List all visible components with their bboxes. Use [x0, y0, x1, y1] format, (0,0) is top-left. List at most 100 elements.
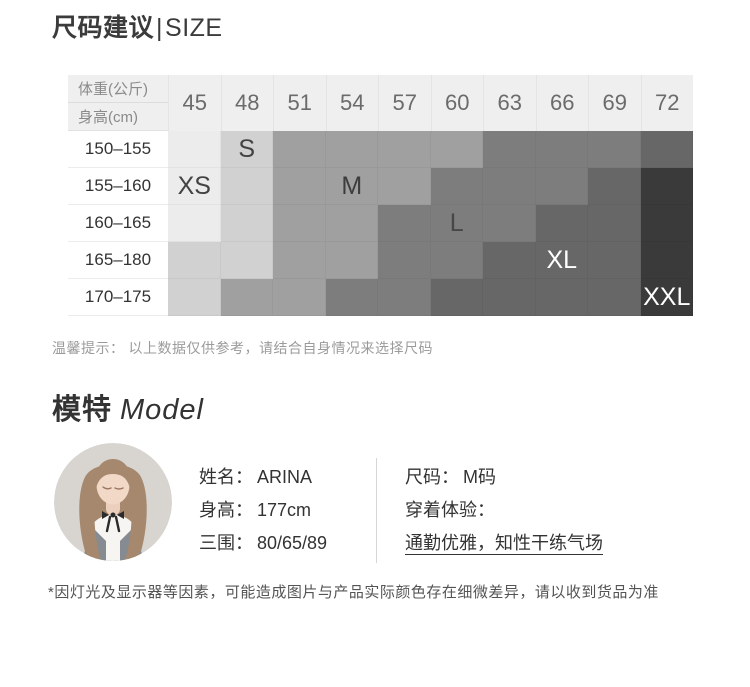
model-measurements-label: 三围：	[199, 533, 253, 553]
size-cell: L	[430, 205, 483, 242]
model-name-value: ARINA	[257, 467, 313, 487]
size-cell: M	[325, 168, 378, 205]
size-cell	[640, 131, 693, 168]
model-size-value: M码	[463, 467, 496, 487]
model-title-en: Model	[120, 394, 205, 426]
size-cell	[483, 168, 536, 205]
color-disclaimer: *因灯光及显示器等因素，可能造成图片与产品实际颜色存在细微差异，请以收到货品为准	[48, 584, 659, 601]
size-cell	[640, 242, 693, 279]
size-cell	[168, 205, 221, 242]
weight-column-header: 48	[220, 75, 273, 131]
info-divider	[376, 458, 377, 563]
size-cell	[273, 242, 326, 279]
size-tip-label: 温馨提示：	[52, 340, 125, 356]
size-section-title: 尺码建议|SIZE	[52, 8, 223, 44]
size-cell	[483, 131, 536, 168]
size-cell	[273, 168, 326, 205]
size-tip-text: 以上数据仅供参考，请结合自身情况来选择尺码	[128, 340, 433, 356]
size-cell	[430, 279, 483, 316]
size-cell	[483, 242, 536, 279]
model-measurements-value: 80/65/89	[257, 533, 328, 553]
size-cell	[378, 168, 431, 205]
size-cell	[378, 131, 431, 168]
height-row-label: 165–180	[68, 242, 168, 279]
size-cell	[640, 168, 693, 205]
model-size-label: 尺码：	[405, 467, 459, 487]
model-height-value: 177cm	[257, 500, 312, 520]
model-measurements-line: 三围： 80/65/89	[199, 527, 327, 560]
size-cell	[168, 242, 221, 279]
model-title-cn: 模特	[52, 394, 113, 426]
model-name-line: 姓名： ARINA	[199, 461, 327, 494]
size-cell	[325, 279, 378, 316]
size-cell	[535, 279, 588, 316]
size-cell	[378, 279, 431, 316]
size-cell	[430, 131, 483, 168]
size-cell	[273, 279, 326, 316]
size-cell	[588, 131, 641, 168]
size-cell	[535, 205, 588, 242]
height-row-label: 160–165	[68, 205, 168, 242]
size-cell	[220, 279, 273, 316]
weight-column-header: 69	[588, 75, 641, 131]
size-cell: S	[220, 131, 273, 168]
model-info-fit: 尺码： M码 穿着体验： 通勤优雅，知性干练气场	[405, 461, 603, 560]
size-cell	[378, 242, 431, 279]
model-name-label: 姓名：	[199, 467, 253, 487]
model-photo-illustration	[54, 443, 172, 561]
model-info-basic: 姓名： ARINA 身高： 177cm 三围： 80/65/89	[199, 461, 327, 560]
model-height-line: 身高： 177cm	[199, 494, 327, 527]
model-section-title: 模特 Model	[52, 386, 204, 428]
size-cell	[640, 205, 693, 242]
size-cell	[378, 205, 431, 242]
size-cell	[325, 242, 378, 279]
size-cell	[168, 279, 221, 316]
wear-experience-label: 穿着体验：	[405, 500, 495, 520]
weight-column-header: 45	[168, 75, 221, 131]
corner-height-label: 身高(cm)	[78, 109, 138, 126]
height-row-label: 150–155	[68, 131, 168, 168]
size-cell	[430, 242, 483, 279]
table-corner-cell: 体重(公斤) 身高(cm)	[68, 75, 168, 131]
size-cell	[588, 242, 641, 279]
weight-column-header: 66	[535, 75, 588, 131]
weight-column-header: 60	[430, 75, 483, 131]
size-cell	[588, 168, 641, 205]
size-cell	[220, 205, 273, 242]
weight-column-header: 54	[325, 75, 378, 131]
size-cell	[588, 205, 641, 242]
height-row-label: 170–175	[68, 279, 168, 316]
size-cell	[430, 168, 483, 205]
size-title-cn: 尺码建议	[52, 14, 155, 42]
size-cell: XXL	[640, 279, 693, 316]
size-tip: 温馨提示： 以上数据仅供参考，请结合自身情况来选择尺码	[52, 338, 433, 358]
height-row-label: 155–160	[68, 168, 168, 205]
size-chart-table: 体重(公斤) 身高(cm) 45 48 51 54 57 60 63 66 69 72 150–155 S…	[68, 75, 693, 316]
size-cell: XS	[168, 168, 221, 205]
model-size-line: 尺码： M码	[405, 461, 603, 494]
size-cell	[325, 205, 378, 242]
size-cell	[273, 131, 326, 168]
size-cell	[168, 131, 221, 168]
size-cell	[325, 131, 378, 168]
weight-column-header: 57	[378, 75, 431, 131]
size-cell	[273, 205, 326, 242]
size-cell	[483, 205, 536, 242]
weight-column-header: 51	[273, 75, 326, 131]
size-cell	[588, 279, 641, 316]
size-cell	[220, 168, 273, 205]
size-title-en: SIZE	[165, 14, 223, 42]
size-cell	[483, 279, 536, 316]
model-height-label: 身高：	[199, 500, 253, 520]
size-cell	[220, 242, 273, 279]
weight-column-header: 72	[640, 75, 693, 131]
size-cell	[535, 168, 588, 205]
size-cell: XL	[535, 242, 588, 279]
title-divider: |	[156, 14, 164, 42]
model-avatar	[54, 443, 172, 561]
corner-weight-label: 体重(公斤)	[68, 75, 168, 103]
wear-experience-value: 通勤优雅，知性干练气场	[405, 533, 603, 553]
size-cell	[535, 131, 588, 168]
weight-column-header: 63	[483, 75, 536, 131]
